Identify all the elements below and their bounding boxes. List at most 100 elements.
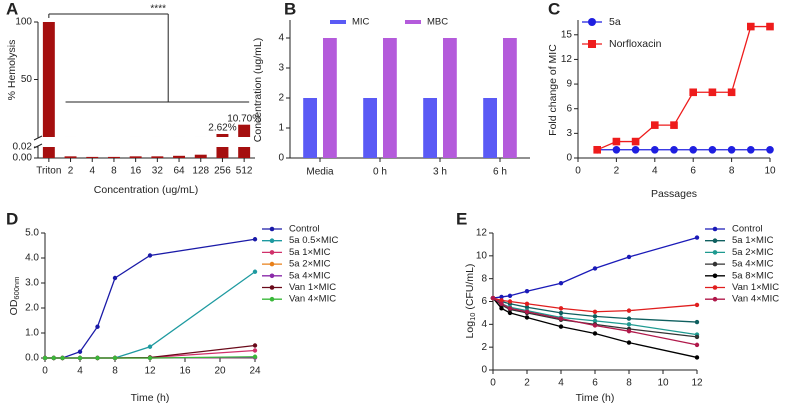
y-tick-label: 2 [481, 342, 487, 353]
point [147, 344, 153, 349]
point [694, 302, 700, 308]
x-axis-label: Time (h) [131, 392, 170, 404]
bar [194, 154, 207, 158]
legend-marker [269, 226, 275, 232]
y-tick-label: 0 [278, 153, 284, 164]
y-tick-label: 10 [476, 250, 488, 261]
point [631, 145, 640, 154]
point [112, 275, 118, 281]
point [708, 145, 717, 154]
x-tick-label: 256 [214, 166, 231, 177]
point [626, 316, 632, 321]
point [507, 299, 513, 304]
point [670, 121, 678, 129]
point [626, 328, 632, 334]
point [766, 22, 774, 31]
point [694, 334, 700, 340]
point [670, 145, 678, 154]
y-tick-label: 1 [278, 123, 284, 134]
legend-label: Van 1×MIC [732, 282, 779, 293]
point [252, 354, 258, 359]
y-tick-label: 4.0 [25, 253, 39, 264]
y-tick-label: 12 [476, 228, 488, 239]
point [689, 145, 697, 154]
bar [323, 38, 337, 158]
x-tick-label: 32 [152, 166, 164, 177]
bar [86, 156, 99, 158]
legend-label: 5a 4×MIC [732, 259, 774, 270]
legend-marker [712, 273, 718, 279]
point [51, 355, 56, 361]
legend-label: 5a 4×MIC [289, 270, 331, 281]
x-tick-label: 6 [592, 378, 598, 389]
legend-marker [269, 238, 275, 243]
x-tick-label: 3 h [433, 167, 447, 178]
point [147, 355, 153, 361]
y-axis-label: Concentration (ug/mL) [252, 38, 264, 142]
y-axis-label-sub: 10 [468, 313, 477, 321]
bar [151, 156, 164, 158]
panel-label: E [456, 209, 467, 228]
y-tick-label: 2.0 [25, 303, 39, 314]
x-tick-label: 4 [77, 366, 83, 377]
point [694, 319, 700, 325]
legend-marker [269, 296, 275, 302]
bar [363, 98, 377, 158]
legend-label: 5a 0.5×MIC [289, 235, 339, 246]
y-axis-label-main: Fold change of MIC [547, 44, 559, 136]
y-tick-label: 3 [566, 128, 572, 139]
bar [216, 133, 229, 137]
y-tick-label: 100 [15, 17, 32, 28]
y-tick-label: 0.00 [13, 153, 33, 164]
x-tick-label: 128 [192, 166, 209, 177]
x-tick-label: 0 h [373, 167, 387, 178]
point [689, 88, 697, 97]
y-axis-label: OD600nm [8, 277, 21, 316]
point [558, 310, 564, 316]
legend-marker [269, 273, 275, 279]
point [694, 355, 700, 360]
point [631, 137, 640, 146]
point [558, 316, 564, 321]
point [747, 22, 755, 31]
x-tick-label: 10 [657, 378, 669, 389]
point [95, 355, 100, 361]
y-tick-label: 0.02 [13, 142, 33, 153]
x-tick-label: 24 [249, 366, 261, 377]
x-tick-label: 64 [173, 166, 185, 177]
point [490, 295, 496, 301]
point [592, 266, 598, 271]
x-tick-label: 512 [236, 166, 253, 177]
y-tick-label: 9 [566, 79, 572, 90]
legend-marker [712, 296, 718, 302]
legend-label: 5a 1×MIC [732, 235, 774, 246]
x-tick-label: 2 [524, 378, 530, 389]
panel-label: C [548, 0, 560, 18]
legend-marker [712, 250, 718, 255]
y-axis-label-sub: 600nm [12, 277, 21, 300]
y-axis-label-main: OD [8, 299, 20, 315]
x-tick-label: 20 [214, 366, 226, 377]
legend-label: 5a 2×MIC [289, 259, 331, 270]
point [592, 323, 598, 328]
legend-label: MIC [352, 17, 370, 28]
point [499, 306, 504, 311]
x-tick-label: 8 [626, 378, 632, 389]
legend-label: Van 4×MIC [732, 294, 779, 305]
y-tick-label: 50 [21, 74, 33, 85]
x-axis-label: Passages [651, 188, 697, 200]
x-tick-label: 0 [575, 166, 581, 177]
bar [173, 155, 186, 158]
panel-label: B [284, 0, 296, 18]
point [747, 145, 755, 154]
legend-marker [269, 261, 275, 267]
point [612, 137, 621, 146]
y-tick-label: 4 [278, 33, 284, 44]
legend-swatch [405, 20, 421, 24]
point [524, 315, 530, 320]
bar [483, 98, 497, 158]
x-tick-label: 2 [68, 166, 74, 177]
point [147, 253, 153, 258]
point [524, 305, 530, 310]
bar [383, 38, 397, 158]
